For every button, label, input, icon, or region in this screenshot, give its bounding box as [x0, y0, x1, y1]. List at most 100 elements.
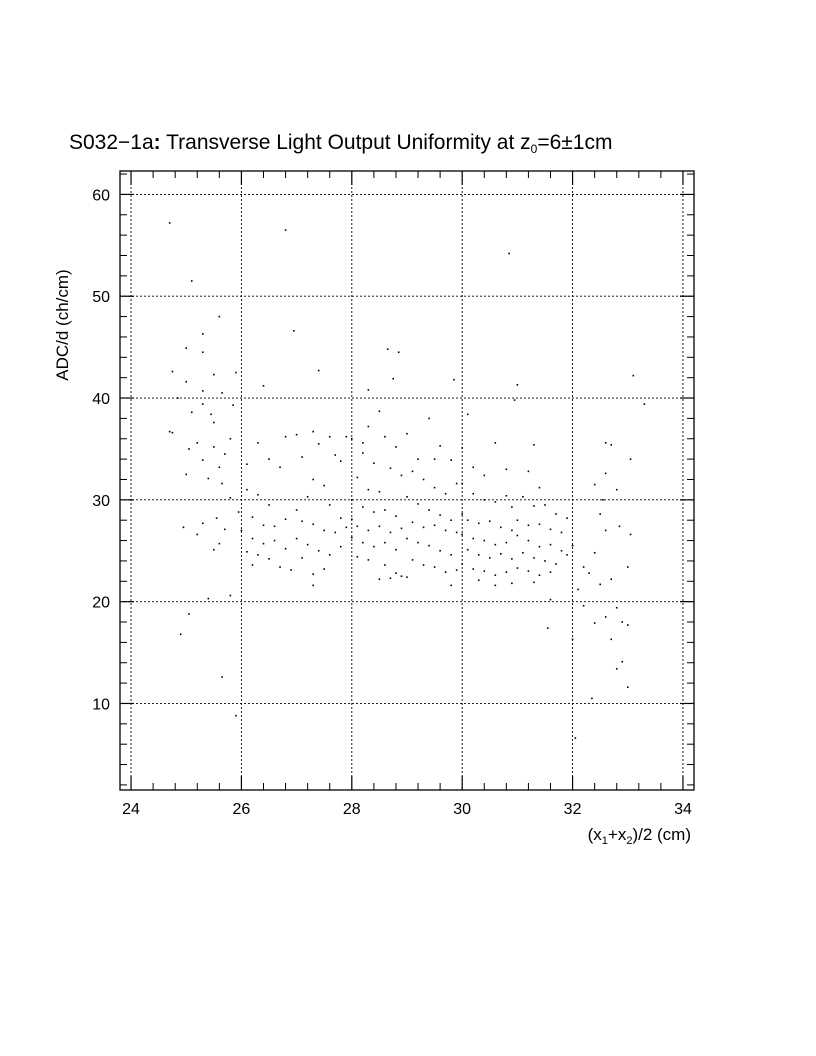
data-point — [373, 545, 375, 548]
data-point — [450, 584, 452, 587]
data-point — [453, 378, 455, 381]
data-point — [323, 568, 326, 570]
data-point — [367, 529, 370, 532]
data-point — [444, 529, 447, 532]
data-point — [428, 509, 430, 511]
data-point — [190, 280, 193, 282]
data-point — [328, 435, 331, 438]
data-point — [626, 566, 629, 568]
data-point — [201, 459, 204, 461]
data-point — [513, 399, 516, 401]
data-point — [626, 624, 629, 626]
data-point — [196, 442, 199, 444]
data-point — [505, 468, 508, 471]
data-point — [196, 533, 199, 536]
data-point — [505, 494, 508, 497]
data-point — [643, 403, 646, 405]
data-point — [389, 467, 392, 470]
data-point — [549, 571, 552, 573]
chart-title: S032−1a: Transverse Light Output Uniform… — [69, 131, 612, 156]
data-point — [483, 539, 486, 542]
data-point — [182, 526, 185, 529]
data-point — [516, 519, 519, 522]
data-point — [268, 458, 270, 460]
data-point — [604, 472, 607, 475]
data-point — [229, 594, 232, 597]
data-point — [591, 697, 593, 700]
data-point — [312, 430, 314, 433]
data-point — [406, 576, 408, 579]
x-tick-label: 30 — [453, 801, 471, 818]
data-point — [312, 584, 314, 587]
data-point — [538, 523, 541, 526]
data-point — [604, 442, 607, 444]
data-point — [384, 435, 386, 438]
x-tick-label: 24 — [122, 801, 140, 818]
data-point — [312, 478, 314, 481]
data-point — [229, 497, 232, 499]
data-point — [301, 520, 303, 523]
title-suffix: =6±1cm — [537, 131, 612, 154]
data-point — [215, 517, 218, 519]
data-point — [395, 515, 397, 517]
data-point — [516, 567, 519, 569]
x-tick-label: 26 — [233, 801, 251, 818]
data-point — [171, 370, 174, 373]
data-point — [461, 513, 463, 515]
data-point — [224, 453, 226, 455]
data-point — [533, 444, 535, 446]
x-tick-label: 32 — [564, 801, 582, 818]
data-point — [411, 470, 414, 473]
y-tick-label: 10 — [92, 696, 110, 713]
data-point — [511, 529, 513, 532]
x-axis-label: (x1+x2)/2 (cm) — [588, 825, 691, 847]
data-point — [527, 470, 530, 473]
data-point — [546, 627, 549, 629]
data-point — [494, 543, 497, 546]
data-point — [602, 499, 604, 501]
data-point — [213, 548, 215, 551]
data-point — [461, 563, 463, 565]
data-point — [384, 509, 386, 511]
data-point — [400, 474, 403, 477]
y-tick-label: 50 — [92, 289, 110, 306]
data-point — [185, 380, 188, 383]
data-point — [362, 541, 364, 544]
data-point — [615, 606, 618, 609]
data-point — [201, 403, 204, 405]
data-point — [439, 549, 441, 552]
data-point — [221, 392, 223, 394]
data-point — [213, 446, 215, 448]
data-point — [610, 638, 613, 641]
data-point — [386, 348, 389, 350]
data-point — [582, 566, 585, 568]
data-point — [411, 559, 414, 561]
data-point — [433, 524, 436, 527]
data-point — [356, 556, 359, 558]
data-point — [621, 660, 624, 663]
data-point — [400, 575, 403, 577]
data-point — [235, 714, 237, 717]
data-point — [378, 525, 381, 528]
data-point — [455, 531, 458, 534]
data-point — [422, 478, 425, 481]
data-point — [593, 622, 596, 624]
data-point — [306, 495, 309, 498]
y-tick-label: 60 — [92, 187, 110, 204]
data-point — [516, 534, 519, 537]
data-point — [334, 454, 337, 456]
data-point — [604, 616, 607, 618]
data-point — [472, 466, 475, 469]
data-point — [582, 604, 585, 607]
data-point — [168, 430, 171, 433]
data-point — [461, 447, 463, 449]
data-point — [511, 558, 513, 560]
data-point — [328, 554, 331, 556]
data-point — [522, 551, 524, 554]
data-point — [373, 462, 375, 464]
data-point — [395, 572, 397, 574]
data-point — [213, 421, 215, 424]
data-point — [317, 369, 320, 372]
y-tick-label: 20 — [92, 595, 110, 612]
